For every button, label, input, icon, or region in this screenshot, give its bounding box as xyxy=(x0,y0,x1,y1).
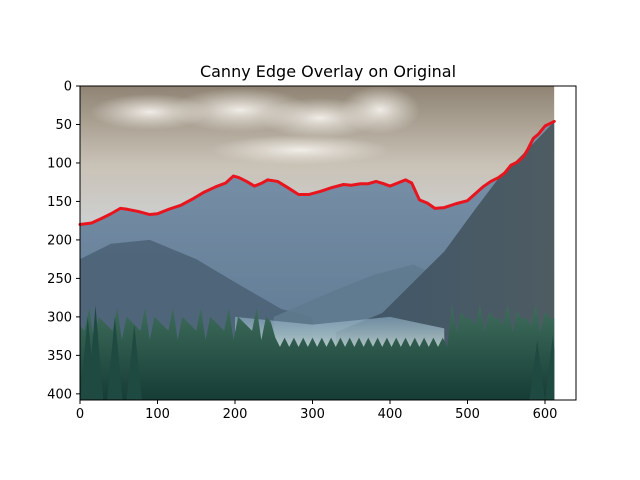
y-tick-label: 300 xyxy=(47,310,72,325)
y-tick-label: 0 xyxy=(64,80,72,95)
x-tick-label: 300 xyxy=(300,407,325,422)
y-tick-label: 400 xyxy=(47,387,72,402)
x-axis: 0 100 200 300 400 500 600 xyxy=(76,400,558,422)
y-axis: 0 50 100 150 200 250 300 350 400 xyxy=(47,80,80,402)
series-line xyxy=(78,119,556,227)
background-photo xyxy=(80,86,555,400)
x-tick-label: 600 xyxy=(533,407,558,422)
y-tick-label: 150 xyxy=(47,195,72,210)
x-tick-label: 400 xyxy=(378,407,403,422)
x-tick-label: 500 xyxy=(455,407,480,422)
y-tick-label: 50 xyxy=(55,118,72,133)
axes-frame xyxy=(79,85,577,401)
chart-title: Canny Edge Overlay on Original xyxy=(200,62,456,81)
x-tick-label: 0 xyxy=(76,407,84,422)
y-tick-label: 200 xyxy=(47,233,72,248)
x-tick-label: 100 xyxy=(145,407,170,422)
y-tick-label: 100 xyxy=(47,156,72,171)
y-tick-label: 250 xyxy=(47,272,72,287)
y-tick-label: 350 xyxy=(47,349,72,364)
x-tick-label: 200 xyxy=(223,407,248,422)
